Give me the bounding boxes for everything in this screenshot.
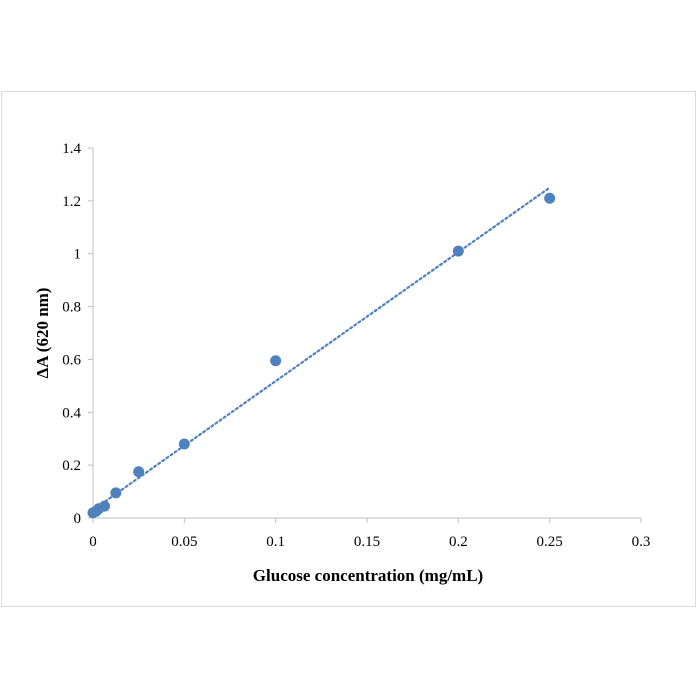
data-point xyxy=(133,466,145,478)
y-tick-label: 0.8 xyxy=(62,300,81,316)
data-point xyxy=(270,355,282,367)
y-tick-label: 1.2 xyxy=(62,194,81,210)
x-tick-label: 0.1 xyxy=(266,534,285,550)
data-point xyxy=(544,192,556,204)
axes xyxy=(88,147,642,523)
y-tick-labels: 0 0.2 0.4 0.6 0.8 1 1.2 1.4 xyxy=(62,141,81,527)
y-tick-label: 0 xyxy=(74,511,82,527)
x-tick-label: 0.25 xyxy=(537,534,563,550)
x-axis-title: Glucose concentration (mg/mL) xyxy=(253,566,483,585)
data-point xyxy=(452,245,464,257)
x-tick-labels: 0 0.05 0.1 0.15 0.2 0.25 0.3 xyxy=(89,534,650,550)
data-point xyxy=(110,487,122,499)
trendline xyxy=(91,186,551,512)
x-tick-label: 0.15 xyxy=(354,534,380,550)
trendline-group xyxy=(91,186,551,512)
chart-frame xyxy=(1,91,696,607)
x-tick-label: 0.05 xyxy=(171,534,197,550)
y-tick-label: 1.4 xyxy=(62,141,81,157)
data-points xyxy=(87,192,556,519)
x-tick-label: 0.2 xyxy=(449,534,468,550)
data-point xyxy=(99,500,111,512)
y-tick-label: 0.4 xyxy=(62,405,81,421)
y-axis-title: ΔA (620 nm) xyxy=(33,288,52,379)
x-tick-label: 0 xyxy=(89,534,97,550)
data-point xyxy=(178,438,190,450)
x-tick-label: 0.3 xyxy=(632,534,651,550)
y-tick-label: 0.2 xyxy=(62,458,81,474)
y-tick-label: 1 xyxy=(74,247,82,263)
y-tick-label: 0.6 xyxy=(62,352,81,368)
